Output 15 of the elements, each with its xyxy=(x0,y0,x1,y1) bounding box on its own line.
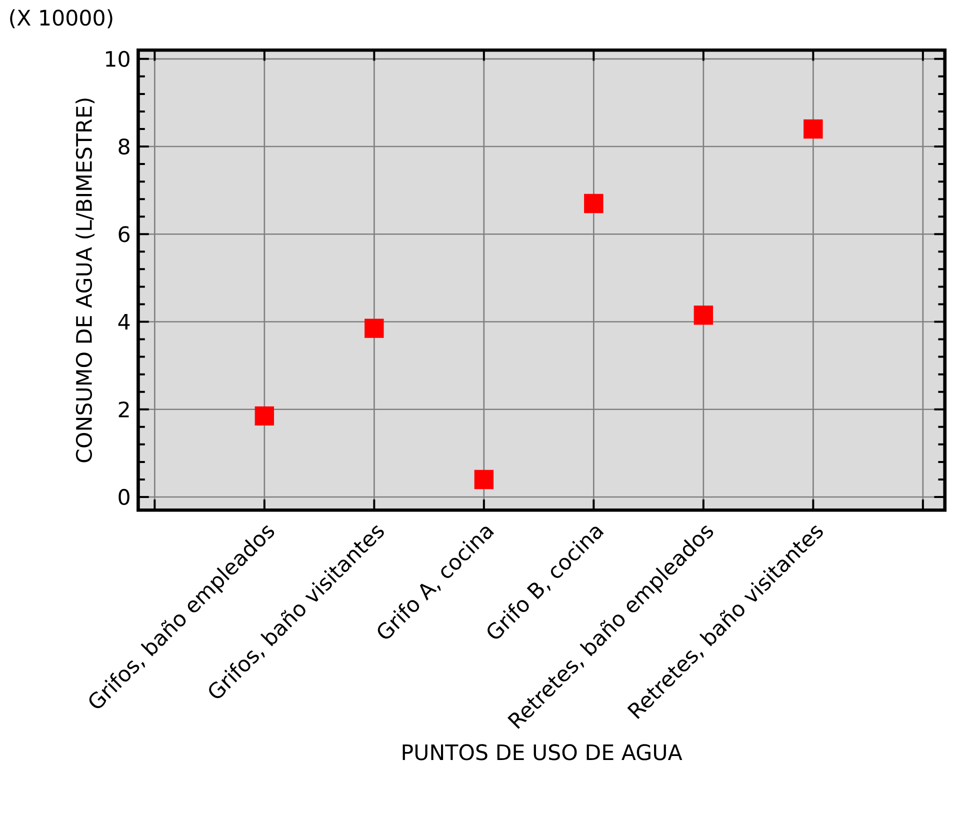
x-axis-title: PUNTOS DE USO DE AGUA xyxy=(402,744,682,760)
point xyxy=(474,470,494,490)
y-tick-label: 4 xyxy=(118,314,130,330)
point xyxy=(254,406,274,426)
point xyxy=(804,119,823,139)
y-tick-label: 0 xyxy=(118,488,130,506)
y-tick-label: 2 xyxy=(118,401,129,418)
point xyxy=(584,194,604,214)
y-tick-label: 6 xyxy=(118,226,130,242)
y-tick-label: 8 xyxy=(118,138,130,155)
point xyxy=(364,318,384,338)
y-tick-label: 10 xyxy=(106,50,130,67)
text: (X 10000) xyxy=(10,9,112,28)
point xyxy=(694,306,714,325)
y-axis-title: CONSUMO DE AGUA (L/BIMESTRE) xyxy=(76,98,95,462)
